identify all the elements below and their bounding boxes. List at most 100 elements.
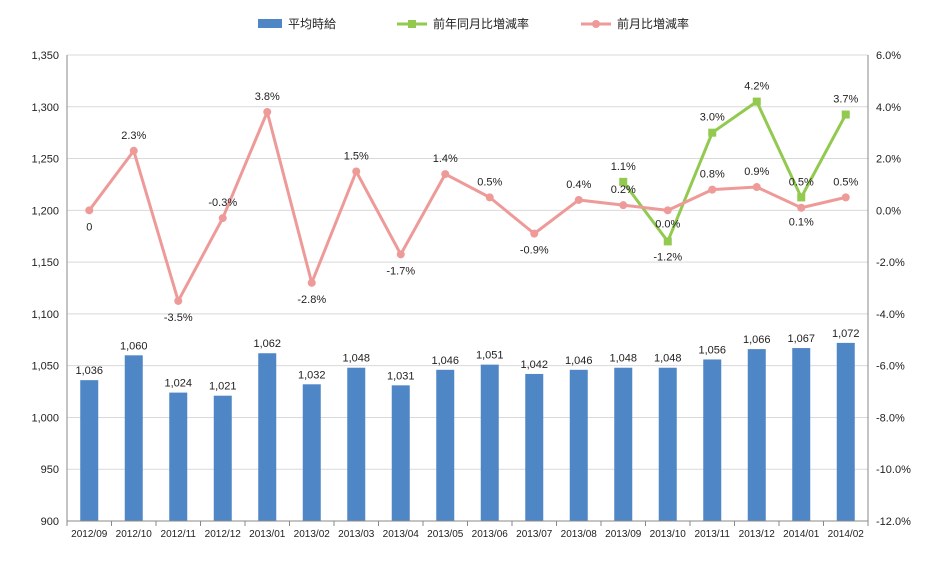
line-point-square: [752, 97, 761, 106]
y-left-tick-label: 1,100: [31, 309, 59, 321]
y-right-tick-label: -6.0%: [876, 361, 905, 373]
bar-data-label: 1,067: [787, 333, 815, 345]
series-line-1: [622, 100, 848, 243]
y-right-tick-label: 2.0%: [876, 154, 901, 166]
bar-data-label: 1,046: [565, 355, 593, 367]
x-tick-label: 2014/02: [828, 529, 865, 540]
x-tick-label: 2013/01: [249, 529, 286, 540]
bar-series: 1,036 1,060 1,024 1,021 1,062 1,032 1,048 1,031…: [75, 328, 860, 521]
line-point-circle: [307, 278, 316, 287]
y-left-tick-label: 1,250: [31, 154, 59, 166]
line-point-circle: [396, 250, 405, 259]
line-point-square: [663, 237, 672, 246]
line-data-label: 0.5%: [789, 176, 814, 188]
bar: [569, 369, 588, 521]
bar: [703, 359, 722, 521]
line-point-circle: [530, 229, 539, 238]
bar-data-label: 1,046: [431, 355, 459, 367]
x-tick-label: 2012/11: [161, 529, 197, 540]
bar: [347, 367, 366, 521]
line-data-label: -0.3%: [208, 197, 237, 209]
bar: [525, 373, 544, 521]
bar-data-label: 1,032: [298, 369, 326, 381]
line-data-label: 1.1%: [611, 161, 636, 173]
y-left-tick-label: 1,050: [31, 361, 59, 373]
legend-label: 前月比増減率: [617, 16, 689, 31]
y-left-tick-label: 1,200: [31, 205, 59, 217]
line-data-label: 3.0%: [700, 112, 725, 124]
bar: [658, 367, 677, 521]
legend-swatch-bar: [258, 19, 282, 28]
legend-swatch-marker: [592, 20, 600, 28]
line-point-circle: [174, 296, 183, 305]
x-tick-label: 2013/02: [294, 529, 331, 540]
line-data-label: 3.7%: [833, 94, 858, 106]
bar: [792, 348, 811, 521]
line-data-label: 1.4%: [433, 153, 458, 165]
bar-data-label: 1,024: [164, 378, 192, 390]
bar: [213, 395, 232, 521]
line-point-circle: [263, 107, 272, 116]
bar-data-label: 1,051: [476, 350, 504, 362]
line-data-label: 0.1%: [789, 217, 814, 229]
x-tick-label: 2013/12: [739, 529, 776, 540]
x-tick-label: 2012/12: [205, 529, 242, 540]
line-data-label: -3.5%: [164, 312, 193, 324]
line-data-label: 0.8%: [700, 169, 725, 181]
line-point-circle: [218, 214, 227, 223]
series-line-2: [88, 110, 847, 303]
line-point-circle: [441, 170, 450, 179]
bar-data-label: 1,021: [209, 381, 237, 393]
y-left-tick-label: 950: [41, 464, 59, 476]
bar-data-label: 1,066: [743, 334, 771, 346]
line-data-label: -0.9%: [520, 245, 549, 257]
x-tick-label: 2013/07: [516, 529, 553, 540]
line-point-circle: [752, 183, 761, 192]
line-point-square: [708, 128, 717, 137]
bar-data-label: 1,060: [120, 340, 148, 352]
x-tick-label: 2013/03: [338, 529, 375, 540]
line-data-label: 0.5%: [477, 176, 502, 188]
line-point-circle: [85, 206, 94, 215]
line-point-circle: [485, 193, 494, 202]
y-left-tick-label: 900: [41, 516, 59, 528]
y-left-tick-label: 1,300: [31, 102, 59, 114]
line-series: 1.1% -1.2% 3.0% 4.2% 0.5% 3.7% 0 2.3% -3.5% -0.3%…: [85, 81, 859, 324]
legend-label: 平均時給: [288, 17, 336, 31]
x-tick-label: 2014/01: [783, 529, 820, 540]
bar: [614, 367, 633, 521]
line-data-label: 0.9%: [744, 166, 769, 178]
x-tick-label: 2013/08: [561, 529, 598, 540]
line-data-label: 0.2%: [611, 184, 636, 196]
y-right-tick-label: -10.0%: [876, 464, 911, 476]
bar-data-label: 1,048: [654, 353, 682, 365]
bar-data-label: 1,031: [387, 370, 415, 382]
line-point-circle: [352, 167, 361, 176]
y-left-tick-label: 1,350: [31, 50, 59, 62]
line-data-label: -1.7%: [386, 265, 415, 277]
bar: [80, 380, 99, 521]
line-point-circle: [841, 193, 850, 202]
y-right-tick-label: -2.0%: [876, 257, 905, 269]
y-right-tick-label: 4.0%: [876, 102, 901, 114]
x-tick-label: 2013/05: [427, 529, 464, 540]
x-tick-label: 2013/10: [650, 529, 687, 540]
line-point-circle: [129, 146, 138, 155]
y-left-tick-label: 1,150: [31, 257, 59, 269]
line-point-square: [619, 177, 628, 186]
line-point-square: [797, 193, 806, 202]
y-right-tick-label: -8.0%: [876, 412, 905, 424]
x-tick-label: 2012/10: [116, 529, 153, 540]
line-data-label: -1.2%: [653, 251, 682, 263]
line-point-circle: [663, 206, 672, 215]
bar-data-label: 1,056: [698, 344, 726, 356]
bar: [258, 353, 277, 521]
bar: [480, 364, 499, 521]
x-tick-label: 2013/11: [695, 529, 731, 540]
y-right-tick-label: -4.0%: [876, 309, 905, 321]
bar: [436, 369, 455, 521]
line-data-label: 0.0%: [655, 218, 680, 230]
x-tick-label: 2013/04: [383, 529, 420, 540]
legend-swatch-marker: [408, 20, 416, 28]
